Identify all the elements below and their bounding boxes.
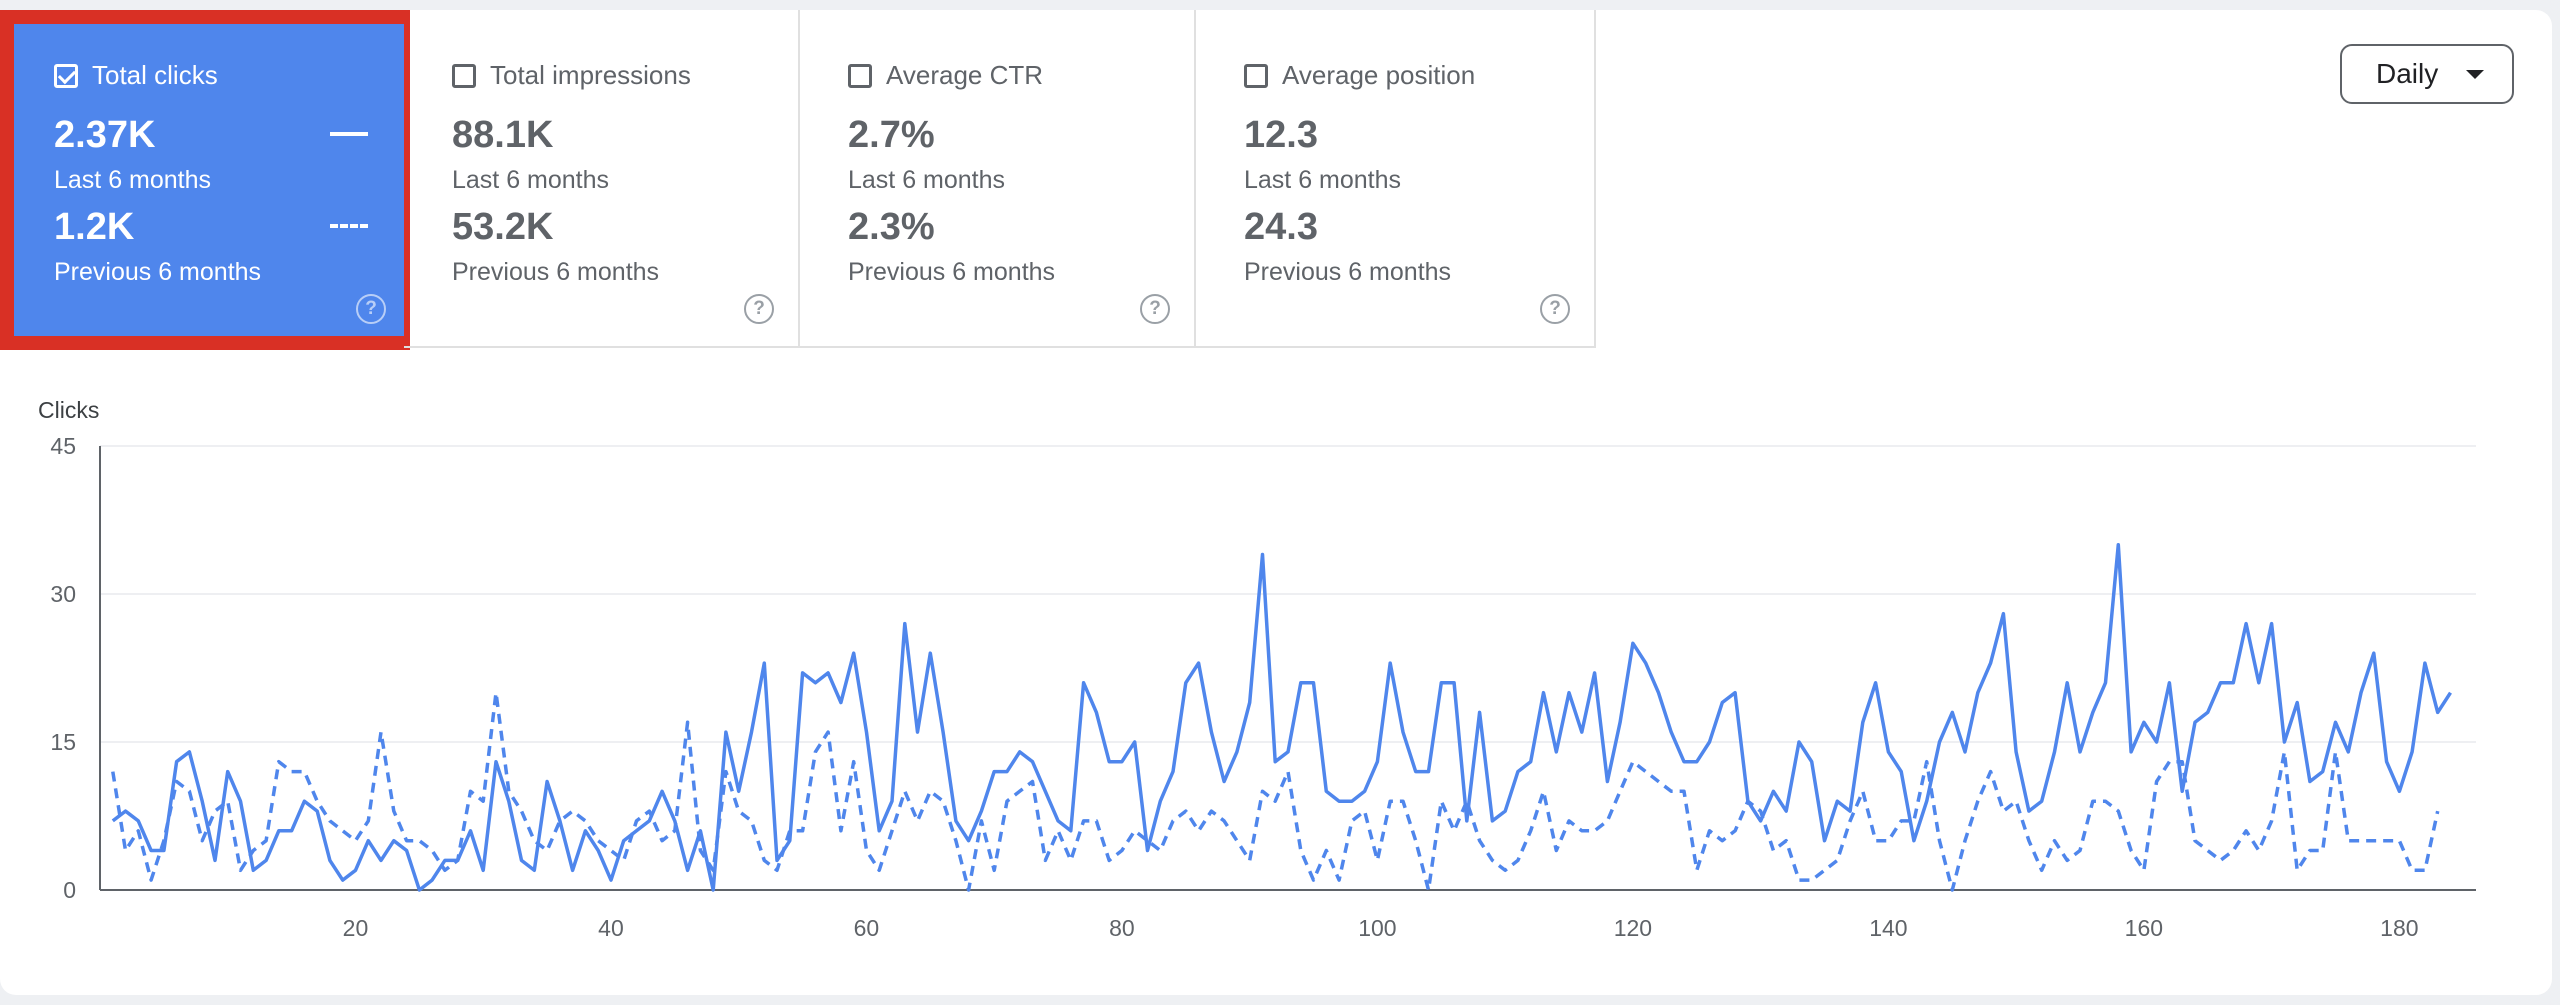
value-last: 12.3	[1244, 114, 1318, 156]
help-icon[interactable]: ?	[1140, 294, 1170, 324]
help-icon[interactable]: ?	[744, 294, 774, 324]
dashed-line-legend-icon	[330, 224, 368, 228]
label-previous: Previous 6 months	[1244, 258, 1452, 286]
value-previous: 2.3%	[848, 206, 935, 248]
metric-card-average-position[interactable]: Average position 12.3 Last 6 months 24.3…	[1196, 10, 1596, 348]
card-header: Total clicks	[54, 60, 218, 91]
value-last: 2.7%	[848, 114, 935, 156]
x-tick-label: 180	[2380, 915, 2418, 941]
label-last: Last 6 months	[848, 166, 1006, 194]
y-tick-label: 0	[63, 877, 76, 903]
y-tick-label: 15	[50, 729, 76, 755]
x-tick-label: 100	[1358, 915, 1396, 941]
card-header: Average position	[1244, 60, 1475, 91]
x-tick-label: 140	[1869, 915, 1907, 941]
label-last: Last 6 months	[1244, 166, 1402, 194]
caret-down-icon	[2466, 70, 2484, 79]
y-axis-label: Clicks	[38, 397, 99, 423]
metric-card-average-ctr[interactable]: Average CTR 2.7% Last 6 months 2.3% Prev…	[800, 10, 1196, 348]
checkbox-icon[interactable]	[452, 63, 476, 88]
x-tick-label: 80	[1109, 915, 1135, 941]
x-tick-label: 120	[1614, 915, 1652, 941]
checkbox-icon[interactable]	[848, 63, 872, 88]
metric-card-total-impressions[interactable]: Total impressions 88.1K Last 6 months 53…	[404, 10, 800, 348]
dropdown-value: Daily	[2376, 58, 2439, 89]
series-line-last	[111, 542, 2452, 892]
value-previous: 1.2K	[54, 206, 135, 248]
card-title: Average CTR	[886, 60, 1044, 90]
card-header: Average CTR	[848, 60, 1043, 91]
help-icon[interactable]: ?	[356, 294, 386, 324]
x-tick-label: 40	[598, 915, 624, 941]
granularity-dropdown[interactable]: Daily	[2340, 44, 2514, 104]
card-title: Average position	[1282, 60, 1476, 90]
label-previous: Previous 6 months	[848, 258, 1056, 286]
x-tick-label: 20	[343, 915, 369, 941]
x-tick-label: 60	[854, 915, 880, 941]
clicks-chart: Clicks 0 15 30 45 20 40 60 80 100 120 140 160 180	[38, 397, 2476, 941]
value-last: 88.1K	[452, 114, 554, 156]
label-previous: Previous 6 months	[54, 258, 262, 286]
performance-panel	[0, 10, 2552, 995]
value-last: 2.37K	[54, 114, 156, 156]
checkbox-icon[interactable]	[1244, 63, 1268, 88]
value-previous: 24.3	[1244, 206, 1318, 248]
solid-line-legend-icon	[330, 132, 368, 136]
card-header: Total impressions	[452, 60, 691, 91]
value-previous: 53.2K	[452, 206, 554, 248]
label-last: Last 6 months	[54, 166, 212, 194]
x-tick-label: 160	[2125, 915, 2163, 941]
label-last: Last 6 months	[452, 166, 610, 194]
y-tick-label: 30	[50, 581, 76, 607]
card-title: Total clicks	[92, 60, 218, 90]
label-previous: Previous 6 months	[452, 258, 660, 286]
y-tick-label: 45	[50, 433, 76, 459]
metric-card-total-clicks[interactable]: Total clicks 2.37K Last 6 months 1.2K Pr…	[0, 10, 410, 350]
checkbox-checked-icon[interactable]	[54, 63, 78, 88]
series-line-previous	[111, 690, 2440, 892]
help-icon[interactable]: ?	[1540, 294, 1570, 324]
card-title: Total impressions	[490, 60, 691, 90]
